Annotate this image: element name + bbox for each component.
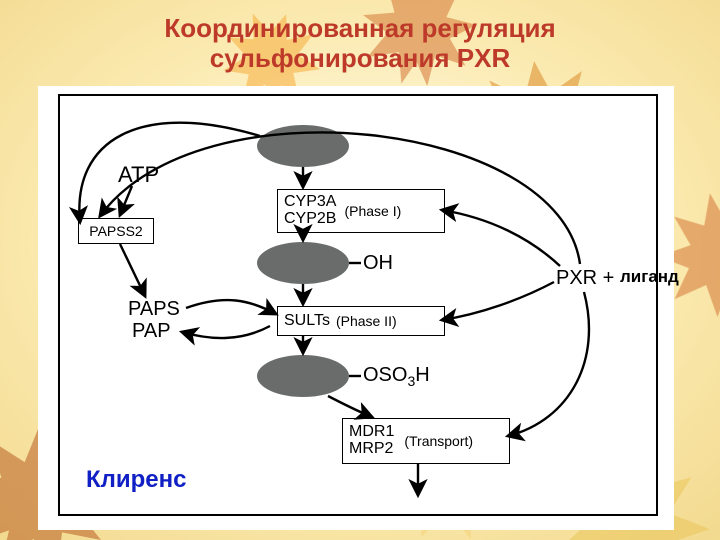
slide-stage: Координированная регуляция сульфонирован… [0,0,720,540]
arrows-layer [0,0,720,540]
